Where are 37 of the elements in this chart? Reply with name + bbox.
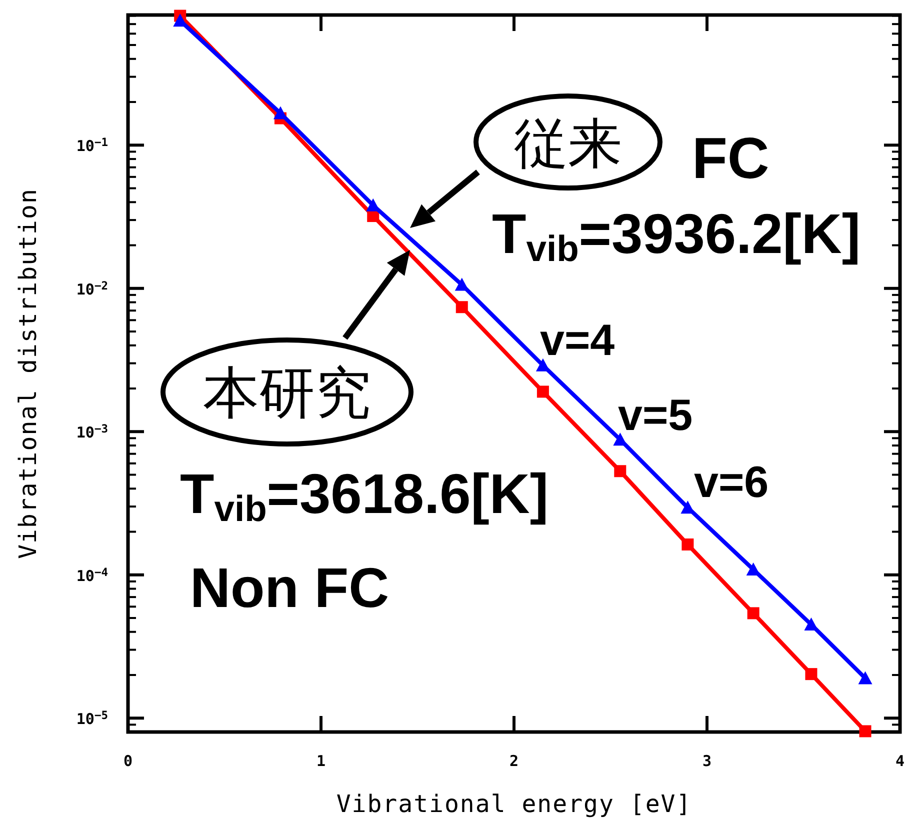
y-tick-label: 10$^{−3}$ <box>76 422 108 442</box>
point <box>805 668 818 680</box>
point <box>682 538 694 550</box>
y-tick-label: 10$^{−1}$ <box>76 136 108 156</box>
annotation: 本研究 <box>203 361 371 424</box>
x-axis-title: Vibrational energy [eV] <box>336 790 692 818</box>
annotation: T$_{vib}$=3936.2[K] <box>492 202 861 269</box>
point <box>614 465 626 478</box>
point <box>456 301 468 314</box>
annotation: v=4 <box>540 316 616 365</box>
point <box>747 607 760 620</box>
point <box>173 14 188 27</box>
y-tick-label: 10$^{−5}$ <box>76 709 108 728</box>
x-tick-label: 0 <box>123 752 133 770</box>
point <box>613 432 628 446</box>
x-tick-label: 1 <box>316 752 326 770</box>
point <box>858 671 872 684</box>
point <box>536 358 550 372</box>
x-tick-label: 4 <box>895 752 905 770</box>
point <box>859 725 872 738</box>
y-axis-title: Vibrational distribution <box>14 188 42 559</box>
y-tick-label: 10$^{−2}$ <box>76 279 108 298</box>
point <box>536 386 549 398</box>
annotation: FC <box>692 126 770 191</box>
point <box>454 278 469 291</box>
annotation: T$_{vib}$=3618.6[K] <box>180 462 549 529</box>
annotation: 従来 <box>514 114 622 174</box>
annotation: v=6 <box>694 458 769 507</box>
point <box>273 106 288 120</box>
point <box>804 618 818 631</box>
point <box>746 562 760 576</box>
annotation: v=5 <box>618 391 693 440</box>
annotation: Non FC <box>190 556 390 619</box>
x-tick-label: 2 <box>509 752 519 770</box>
y-tick-label: 10$^{−4}$ <box>76 566 108 585</box>
point <box>680 500 695 514</box>
x-tick-label: 3 <box>702 752 712 770</box>
